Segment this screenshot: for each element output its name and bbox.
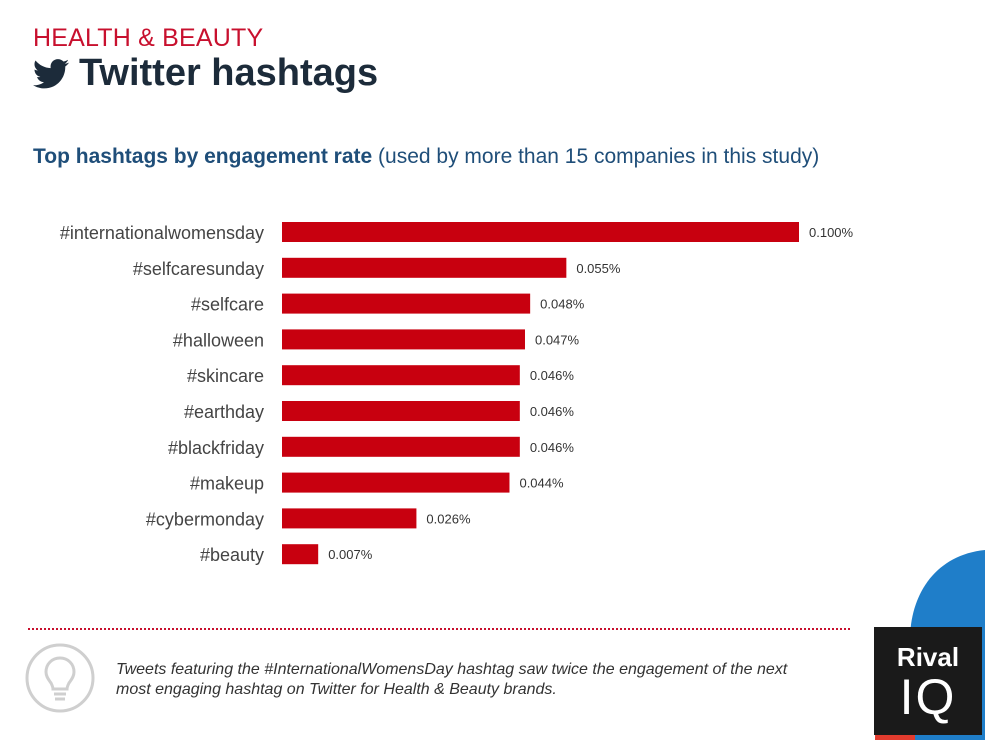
category-label: #blackfriday <box>168 438 264 458</box>
bar <box>282 257 567 278</box>
twitter-bird-icon <box>33 58 69 88</box>
bar <box>282 508 417 529</box>
bar <box>282 329 525 350</box>
insight-text: Tweets featuring the #InternationalWomen… <box>116 661 788 698</box>
chart-subtitle: Top hashtags by engagement rate (used by… <box>33 145 819 169</box>
logo-line-1: Rival <box>896 642 960 672</box>
value-label: 0.046% <box>530 440 575 455</box>
value-label: 0.046% <box>530 368 575 383</box>
category-label: #selfcaresunday <box>133 259 264 279</box>
bar <box>282 222 799 242</box>
category-label: #halloween <box>173 330 264 350</box>
value-label: 0.026% <box>426 511 471 526</box>
page-title: Twitter hashtags <box>79 52 379 94</box>
value-label: 0.007% <box>328 547 373 562</box>
subtitle-bold: Top hashtags by engagement rate <box>33 145 373 168</box>
lightbulb-icon <box>25 643 95 713</box>
category-label: #earthday <box>184 402 264 422</box>
logo-line-2: IQ <box>899 669 957 725</box>
category-label: #skincare <box>187 366 264 386</box>
value-label: 0.044% <box>519 476 564 491</box>
category-label: HEALTH & BEAUTY <box>33 24 264 52</box>
category-label: #selfcare <box>191 295 264 315</box>
bar <box>282 293 531 314</box>
value-label: 0.046% <box>530 404 575 419</box>
value-label: 0.055% <box>576 261 621 276</box>
category-label: #cybermonday <box>146 509 264 529</box>
value-label: 0.100% <box>809 225 854 240</box>
category-label: #makeup <box>190 474 264 494</box>
value-label: 0.048% <box>540 297 585 312</box>
category-label: #internationalwomensday <box>60 223 264 243</box>
rival-iq-logo: Rival IQ <box>874 627 982 735</box>
title-row: Twitter hashtags <box>33 52 378 95</box>
divider <box>28 628 850 630</box>
bar-chart: #internationalwomensday 0.100% #selfcaresu… <box>60 222 854 565</box>
bar <box>282 472 510 493</box>
bar <box>282 365 520 386</box>
subtitle-rest: (used by more than 15 companies in this … <box>372 145 820 168</box>
category-label: #beauty <box>200 545 264 565</box>
bar <box>282 401 520 421</box>
bar <box>282 436 520 457</box>
bar <box>282 544 319 565</box>
value-label: 0.047% <box>535 332 580 347</box>
